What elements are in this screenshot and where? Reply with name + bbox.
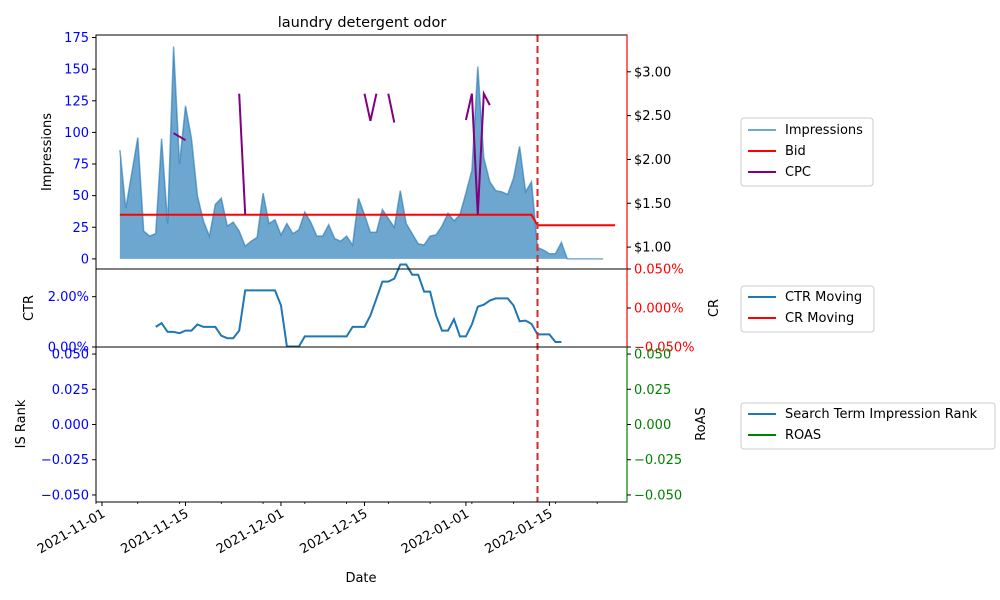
xtick-label-3: 2021-12-15 — [298, 506, 371, 557]
middle-legend: CTR Moving CR Moving — [740, 285, 875, 333]
xtick-label-2: 2021-12-01 — [214, 506, 287, 557]
bottom-ytick-label-0: −0.050 — [41, 488, 89, 503]
top-ytick-label-1: 25 — [72, 221, 89, 236]
bottom-ytick-label-3: 0.025 — [52, 383, 89, 398]
impressions-plot — [119, 46, 616, 260]
top-ytick-label-5: 125 — [64, 94, 89, 109]
cpc-segment-0 — [173, 132, 187, 142]
bottom-ytick-label-1: −0.025 — [41, 453, 89, 468]
cpc-segment-3 — [387, 93, 396, 123]
top-ytick-label-7: 175 — [64, 31, 89, 46]
legend-label-bid: Bid — [785, 144, 806, 159]
x-axis-label: Date — [345, 571, 376, 586]
bottom-y2tick-label-0: −0.050 — [634, 488, 682, 503]
ctr-plot — [155, 263, 562, 348]
bottom-y2tick-label-4: 0.050 — [634, 348, 671, 363]
legend-label-rank: Search Term Impression Rank — [785, 407, 978, 422]
middle-y2tick-label-2: 0.050% — [634, 263, 684, 278]
top-ytick-label-2: 50 — [72, 189, 89, 204]
top-ytick-label-3: 75 — [72, 158, 89, 173]
top-y2tick-label-1: $1.50 — [634, 197, 671, 212]
top-legend: Impressions Bid CPC — [740, 117, 874, 187]
top-y2tick-label-2: $2.00 — [634, 153, 671, 168]
top-y2tick-label-3: $2.50 — [634, 109, 671, 124]
bottom-ytick-label-4: 0.050 — [52, 348, 89, 363]
xtick-label-1: 2021-11-15 — [119, 506, 192, 557]
bottom-y2tick-label-2: 0.000 — [634, 418, 671, 433]
bottom-ytick-label-2: 0.000 — [52, 418, 89, 433]
middle-ytick-label-0: 0.00% — [48, 341, 89, 356]
bid-line — [119, 213, 616, 227]
bottom-legend: Search Term Impression Rank ROAS — [740, 402, 996, 450]
impressions-line — [119, 46, 604, 260]
xtick-label-0: 2021-11-01 — [35, 506, 108, 557]
top-ytick-label-6: 150 — [64, 63, 89, 78]
middle-y2label: CR — [707, 299, 722, 317]
top-y2tick-label-0: $1.00 — [634, 241, 671, 256]
bottom-ylabel: IS Rank — [14, 399, 29, 448]
cpc-segment-2 — [363, 93, 378, 122]
top-ylabel: Impressions — [40, 113, 55, 191]
legend-label-impressions: Impressions — [785, 123, 863, 138]
cpc-segment-4 — [464, 89, 491, 215]
bottom-y2tick-label-1: −0.025 — [634, 453, 682, 468]
middle-y2tick-label-0: −0.050% — [634, 341, 694, 356]
legend-label-cpc: CPC — [785, 165, 811, 180]
xtick-label-5: 2022-01-15 — [482, 506, 555, 557]
middle-y2tick-label-1: 0.000% — [634, 302, 684, 317]
chart-title: laundry detergent odor — [278, 15, 447, 31]
top-ytick-label-4: 100 — [64, 126, 89, 141]
bottom-y2label: RoAS — [694, 407, 709, 441]
legend-label-roas: ROAS — [785, 428, 821, 443]
middle-ytick-label-1: 2.00% — [48, 290, 89, 305]
legend-label-ctr: CTR Moving — [785, 290, 862, 305]
legend-label-cr: CR Moving — [785, 311, 854, 326]
bottom-y2tick-label-3: 0.025 — [634, 383, 671, 398]
bottom-frame — [95, 346, 628, 503]
top-ytick-label-0: 0 — [81, 252, 89, 267]
impressions-area — [119, 46, 604, 259]
cpc-segment-1 — [238, 93, 247, 215]
top-y2tick-label-4: $3.00 — [634, 65, 671, 80]
ctr-moving-line — [155, 263, 562, 348]
middle-ylabel: CTR — [22, 295, 37, 321]
xtick-label-4: 2022-01-01 — [399, 506, 472, 557]
